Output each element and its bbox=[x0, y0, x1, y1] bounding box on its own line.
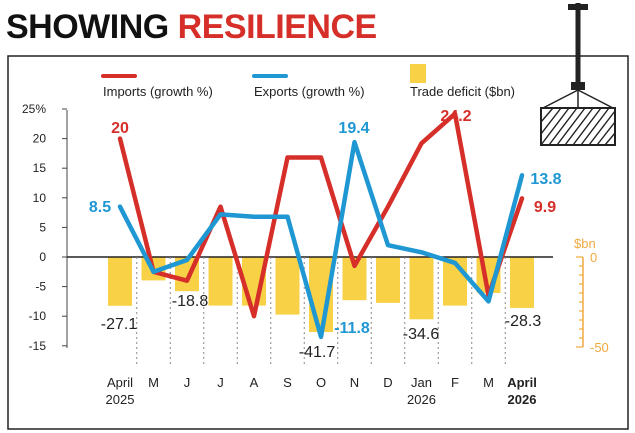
left-axis-ticks: 25% 20 15 10 5 0 -5 -10 -15 bbox=[22, 102, 67, 353]
exports-data-label: -11.8 bbox=[334, 320, 370, 337]
x-tick-label: 2026 bbox=[508, 392, 537, 407]
right-tick-label: 0 bbox=[590, 250, 597, 265]
right-axis-label: $bn bbox=[574, 236, 596, 251]
x-tick-label: N bbox=[350, 375, 359, 390]
chart-frame bbox=[7, 55, 629, 430]
deficit-bar bbox=[510, 257, 534, 308]
deficit-data-label: -34.6 bbox=[403, 326, 440, 343]
right-tick-label: -50 bbox=[590, 340, 609, 355]
deficit-bar bbox=[376, 257, 400, 303]
left-tick-label: -5 bbox=[35, 280, 46, 294]
exports-data-label: 8.5 bbox=[89, 199, 111, 216]
imports-data-label: 24.2 bbox=[440, 108, 471, 125]
x-tick-label: Jan bbox=[411, 375, 432, 390]
deficit-data-label: -28.3 bbox=[505, 313, 542, 330]
x-tick-label: J bbox=[217, 375, 224, 390]
x-tick-label: O bbox=[316, 375, 326, 390]
legend-deficit-swatch bbox=[410, 64, 426, 83]
left-tick-label: 15 bbox=[33, 161, 47, 175]
legend-exports-label: Exports (growth %) bbox=[254, 84, 365, 99]
deficit-data-label: -41.7 bbox=[299, 344, 336, 361]
imports-data-label: 9.9 bbox=[534, 199, 556, 216]
left-tick-label: -15 bbox=[29, 339, 47, 353]
deficit-bar bbox=[275, 257, 300, 315]
legend-deficit-label: Trade deficit ($bn) bbox=[410, 84, 515, 99]
deficit-data-label: -27.1 bbox=[101, 316, 138, 333]
imports-data-label: 20 bbox=[111, 120, 129, 137]
x-tick-label: M bbox=[483, 375, 494, 390]
x-tick-label: F bbox=[451, 375, 459, 390]
x-tick-label: S bbox=[283, 375, 292, 390]
exports-line bbox=[117, 139, 525, 340]
deficit-bar bbox=[409, 257, 434, 320]
left-tick-label: 10 bbox=[33, 191, 47, 205]
imports-line bbox=[117, 111, 525, 319]
legend-imports-label: Imports (growth %) bbox=[103, 84, 213, 99]
x-axis-labels: April 2025 M J J A S O N D Jan 2026 F M April 2026 bbox=[106, 375, 537, 407]
x-tick-label: D bbox=[383, 375, 392, 390]
x-tick-label: April bbox=[107, 375, 133, 390]
left-tick-label: -10 bbox=[29, 309, 47, 323]
x-tick-label: J bbox=[184, 375, 191, 390]
left-tick-label: 25% bbox=[22, 102, 46, 116]
month-separators bbox=[136, 257, 506, 366]
title-part-1: SHOWING bbox=[6, 8, 169, 46]
legend: Imports (growth %) Exports (growth %) Tr… bbox=[101, 64, 515, 99]
x-tick-label: M bbox=[148, 375, 159, 390]
right-axis-ticks: 0 -50 bbox=[576, 250, 609, 355]
x-tick-label: April bbox=[507, 375, 537, 390]
page-title: SHOWING RESILIENCE bbox=[6, 8, 377, 46]
exports-data-label: 19.4 bbox=[338, 120, 369, 137]
x-tick-label: 2026 bbox=[407, 392, 436, 407]
left-tick-label: 20 bbox=[33, 132, 47, 146]
x-tick-label: A bbox=[250, 375, 259, 390]
x-tick-label: 2025 bbox=[106, 392, 135, 407]
exports-data-label: 13.8 bbox=[530, 171, 561, 188]
deficit-bar bbox=[208, 257, 233, 306]
title-part-2: RESILIENCE bbox=[177, 8, 378, 46]
left-tick-label: 0 bbox=[39, 250, 46, 264]
container-crane-icon bbox=[540, 3, 616, 146]
deficit-data-label: -18.8 bbox=[172, 293, 209, 310]
data-labels: 20 24.2 9.9 8.5 19.4 -11.8 13.8 -27.1 -18.8 -41.7… bbox=[89, 108, 562, 361]
left-tick-label: 5 bbox=[39, 220, 46, 234]
deficit-bar bbox=[108, 257, 132, 306]
